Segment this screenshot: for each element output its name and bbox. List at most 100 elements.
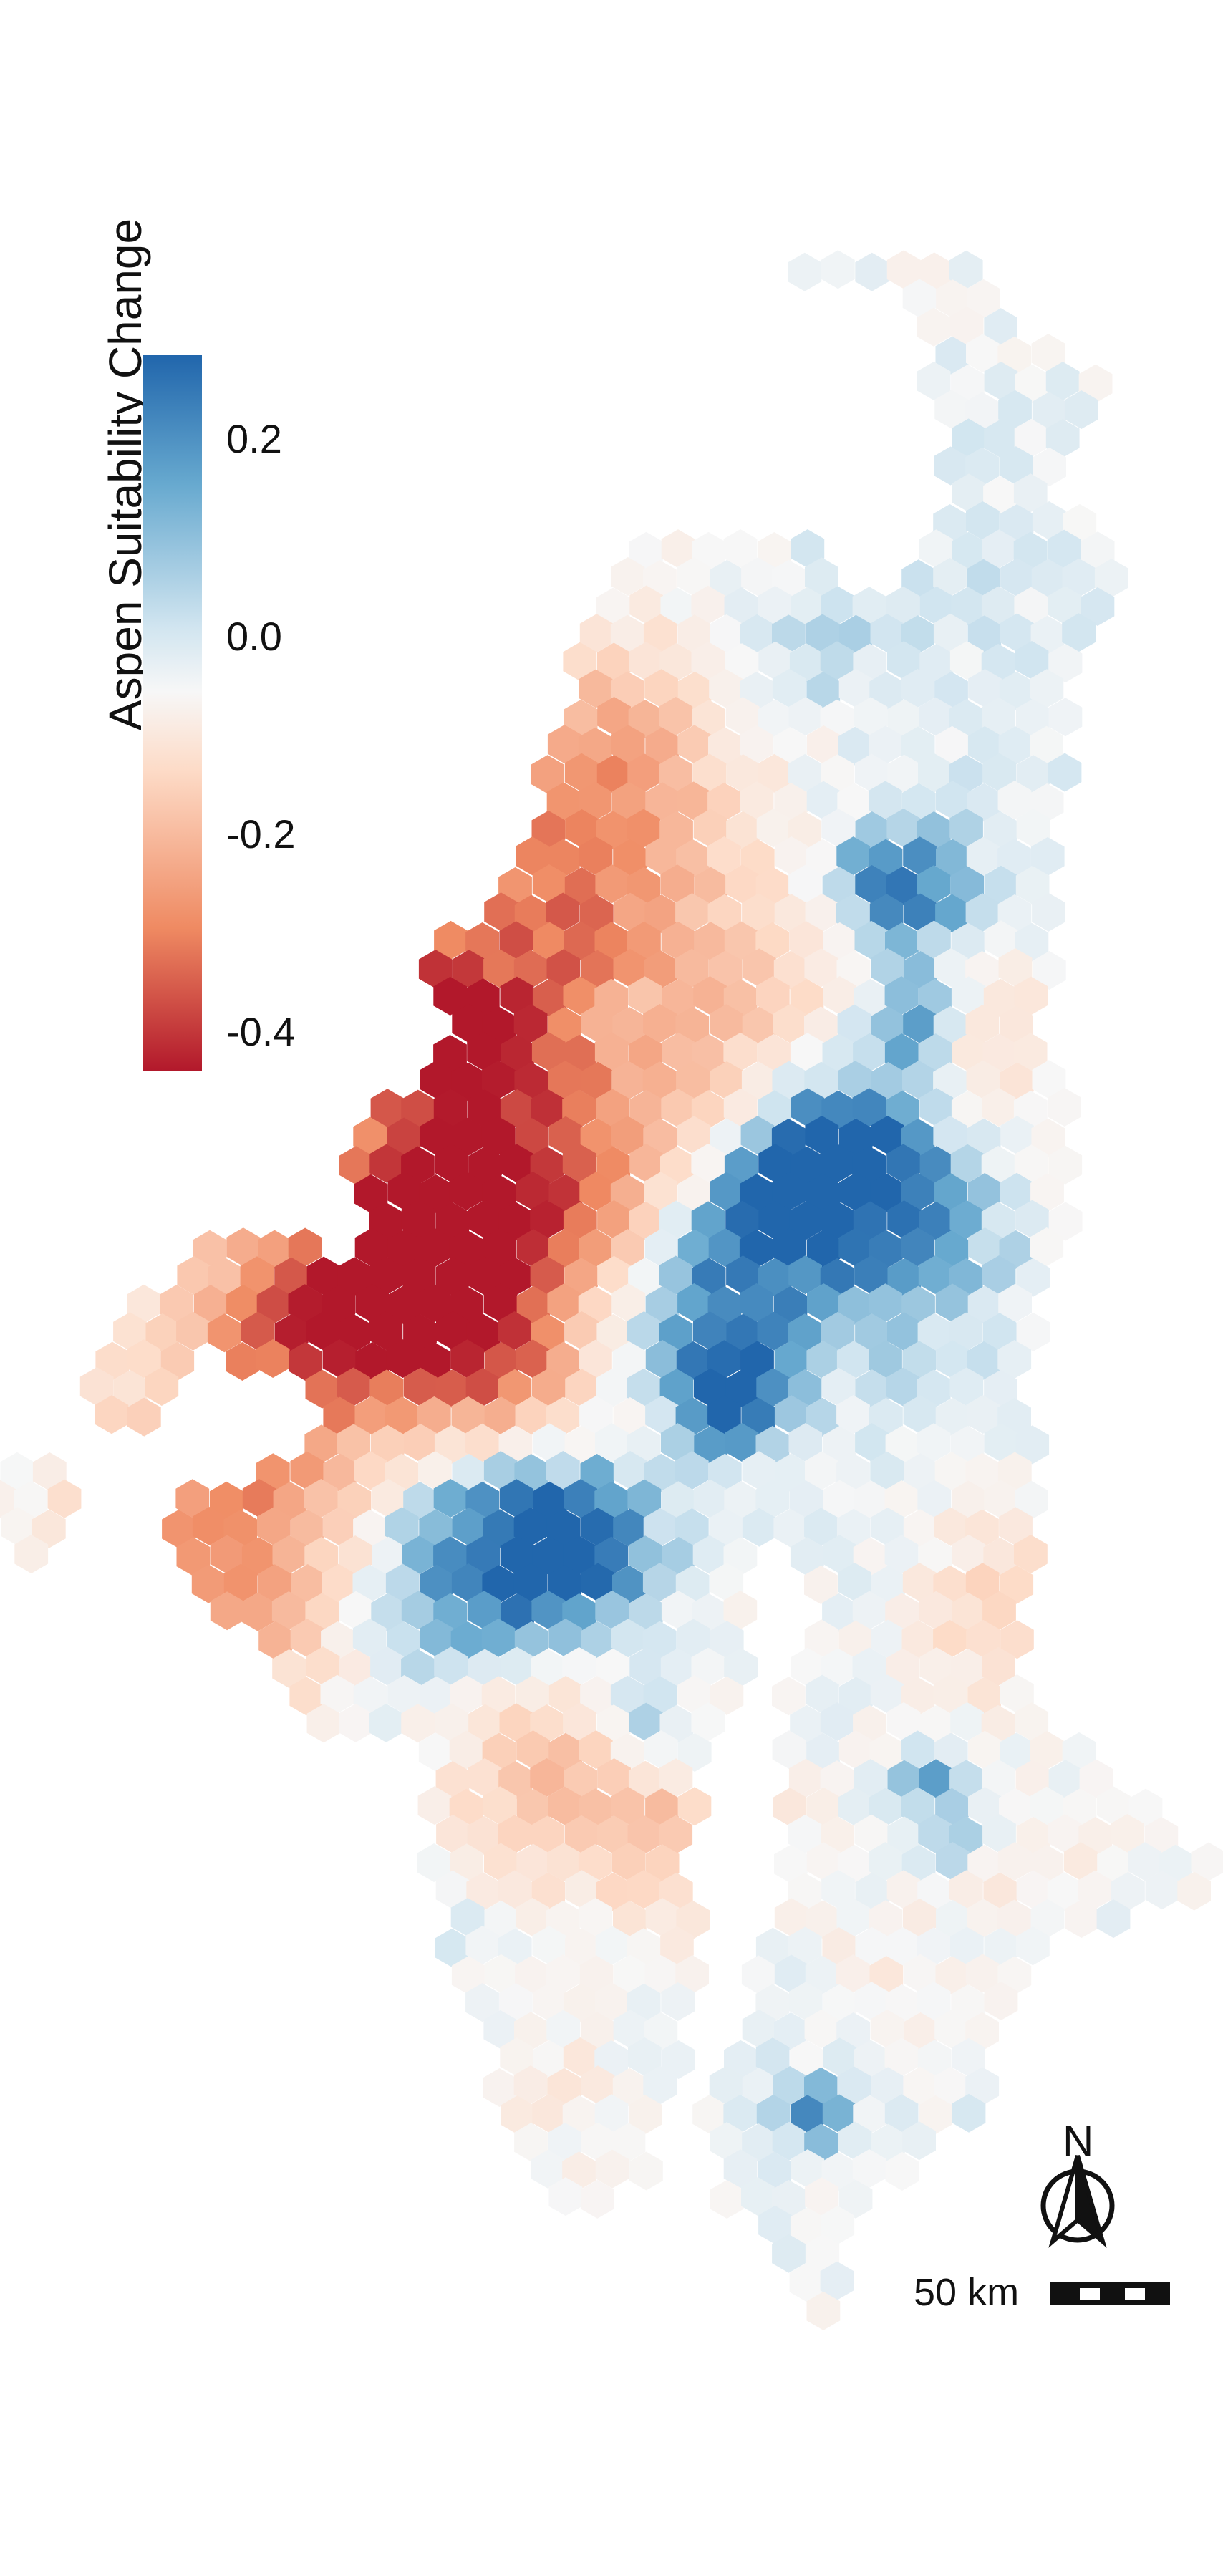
map-cell — [1015, 641, 1049, 680]
map-cell — [387, 1285, 421, 1325]
map-cell — [531, 1591, 566, 1630]
map-cell — [950, 1702, 984, 1741]
map-cell — [613, 949, 647, 988]
map-cell — [823, 2037, 857, 2077]
map-cell — [612, 1283, 645, 1323]
map-cell — [984, 419, 1017, 458]
map-cell — [710, 2180, 744, 2219]
map-cell — [547, 725, 581, 764]
map-cell — [306, 1704, 341, 1743]
map-cell — [1047, 529, 1081, 569]
map-cell — [451, 1956, 485, 1995]
map-cell — [755, 867, 790, 906]
map-cell — [999, 671, 1033, 710]
map-cell — [758, 2205, 792, 2244]
map-cell — [949, 1200, 984, 1239]
map-cell — [740, 1174, 774, 1213]
map-cell — [468, 1649, 502, 1688]
map-cell — [982, 1814, 1016, 1853]
map-cell — [981, 1146, 1015, 1185]
map-cell — [757, 1311, 791, 1351]
map-cell — [836, 836, 871, 876]
map-cell — [820, 1200, 854, 1240]
map-cell — [919, 1201, 953, 1240]
map-cell — [1000, 1565, 1034, 1604]
map-cell — [871, 1508, 905, 1546]
map-cell — [886, 866, 919, 905]
map-cell — [855, 811, 889, 850]
map-cell — [919, 697, 953, 736]
map-cell — [740, 1283, 773, 1322]
map-cell — [901, 1845, 936, 1883]
map-cell — [675, 893, 709, 932]
map-cell — [450, 1117, 484, 1157]
map-cell — [562, 1034, 596, 1074]
map-cell — [580, 2012, 614, 2051]
map-cell — [644, 894, 679, 934]
map-cell — [403, 1313, 437, 1353]
map-cell — [581, 950, 614, 989]
map-cell — [871, 1062, 905, 1101]
map-cell — [530, 1256, 564, 1296]
map-cell — [629, 531, 663, 571]
map-cell — [1064, 390, 1098, 429]
map-cell — [404, 1424, 438, 1462]
map-cell — [565, 1369, 599, 1408]
map-cell — [983, 1538, 1017, 1576]
map-cell — [564, 753, 599, 792]
map-cell — [871, 2067, 905, 2106]
map-cell — [919, 1647, 954, 1687]
map-cell — [723, 1591, 758, 1630]
map-cell — [804, 1508, 838, 1547]
map-cell — [756, 2094, 791, 2133]
map-cell — [643, 1508, 677, 1547]
map-cell — [435, 1144, 468, 1183]
map-cell — [660, 587, 695, 627]
map-cell — [982, 529, 1016, 569]
map-cell — [387, 1117, 421, 1157]
map-cell — [465, 922, 499, 961]
map-cell — [563, 976, 597, 1016]
map-cell — [901, 615, 934, 655]
map-cell — [724, 587, 758, 627]
map-cell — [562, 1646, 596, 1686]
map-cell — [903, 1395, 937, 1434]
map-cell — [532, 2093, 566, 2133]
map-cell — [967, 1899, 1000, 1938]
map-cell — [742, 1006, 776, 1046]
map-cell — [562, 1089, 596, 1129]
map-cell — [547, 2068, 581, 2107]
map-cell — [339, 1703, 373, 1742]
map-cell — [807, 1283, 841, 1323]
map-cell — [1033, 448, 1066, 486]
map-cell — [741, 2177, 775, 2216]
map-cell — [755, 922, 790, 961]
map-cell — [871, 1566, 905, 1604]
map-cell — [627, 1870, 661, 1909]
map-cell — [629, 2095, 662, 2134]
map-cell — [774, 2012, 808, 2051]
map-cell — [627, 2037, 662, 2076]
map-cell — [1191, 1842, 1223, 1881]
map-cell — [500, 2037, 534, 2077]
map-cell — [564, 867, 599, 906]
map-cell — [789, 643, 823, 682]
map-cell — [791, 587, 824, 626]
map-cell — [886, 250, 921, 289]
map-cell — [933, 1674, 967, 1714]
map-cell — [758, 1201, 793, 1240]
map-cell — [533, 2040, 566, 2079]
map-cell — [548, 1676, 583, 1714]
map-cell — [965, 447, 999, 486]
map-cell — [1144, 1817, 1179, 1856]
map-cell — [966, 334, 1000, 373]
map-cell — [870, 1674, 904, 1714]
map-cell — [369, 1202, 403, 1241]
map-cell — [176, 1537, 211, 1576]
map-cell — [677, 1733, 712, 1772]
map-cell — [772, 559, 806, 599]
map-cell — [820, 2261, 854, 2300]
map-cell — [563, 1535, 596, 1575]
map-cell — [677, 1619, 710, 1658]
map-cell — [756, 1368, 790, 1407]
